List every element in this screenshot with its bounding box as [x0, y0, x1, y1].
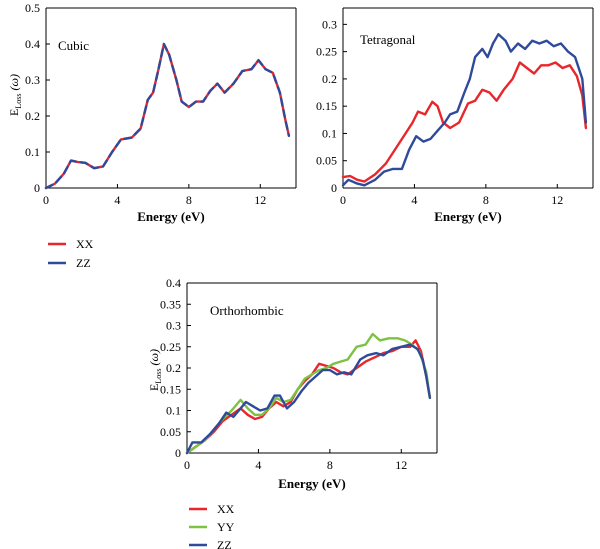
x-tick-label: 0 [184, 458, 190, 472]
x-tick-label: 8 [327, 458, 333, 472]
y-tick-label: 0 [331, 181, 337, 195]
y-axis-label-main: E [147, 384, 161, 391]
x-tick-label: 8 [186, 193, 192, 207]
y-tick-label: 0.3 [166, 319, 181, 333]
x-tick-label: 12 [395, 458, 407, 472]
y-tick-label: 0.2 [166, 361, 181, 375]
y-tick-label: 0.1 [322, 126, 337, 140]
series-line-yy [185, 332, 432, 455]
y-tick-label: 0.35 [160, 297, 181, 311]
panel-annotation: Tetragonal [360, 32, 416, 47]
y-tick-label: 0.5 [25, 1, 40, 15]
y-tick-label: 0.15 [160, 382, 181, 396]
x-tick-label: 4 [114, 193, 120, 207]
series-line-zz [341, 33, 588, 187]
y-tick-label: 0.1 [25, 145, 40, 159]
x-tick-label: 12 [551, 193, 563, 207]
y-tick-label: 0.25 [160, 340, 181, 354]
legend: XX ZZ [48, 237, 94, 270]
y-tick-label: 0.05 [160, 425, 181, 439]
series-line-zz [44, 42, 291, 190]
y-axis-label-tail: (ω) [147, 349, 161, 368]
y-axis-label-tail: (ω) [7, 74, 21, 93]
y-tick-label: 0.4 [25, 37, 40, 51]
y-tick-label: 0.1 [166, 404, 181, 418]
series-line-xx [341, 61, 588, 183]
legend-label-xx: XX [217, 502, 235, 516]
y-tick-label: 0.15 [316, 99, 337, 113]
y-tick-label: 0.2 [25, 109, 40, 123]
y-axis-label: ELoss (ω) [147, 349, 163, 391]
x-axis-label: Energy (eV) [278, 476, 346, 491]
y-axis-label-sub: Loss [14, 94, 23, 109]
series-line-xx [185, 339, 432, 455]
series-line-zz [185, 343, 432, 455]
x-tick-label: 12 [254, 193, 266, 207]
y-tick-label: 0.3 [25, 73, 40, 87]
y-tick-label: 0.2 [322, 72, 337, 86]
y-tick-label: 0.25 [316, 45, 337, 59]
legend-label-zz: ZZ [217, 538, 232, 549]
chart-panel-3: 0 4 8 12 0 0.05 0.1 0.15 0.2 0.25 0.3 0.35 0.4 Energy… [147, 276, 438, 549]
panel-annotation: Orthorhombic [210, 303, 284, 318]
legend: XX YY ZZ [189, 502, 235, 549]
y-tick-label: 0 [34, 181, 40, 195]
x-tick-label: 4 [411, 193, 417, 207]
chart-panel-2: 0 4 8 12 0 0.05 0.1 0.15 0.2 0.25 0.3 Energy (eV) Te… [316, 7, 594, 224]
x-tick-label: 0 [43, 193, 49, 207]
y-axis-label: ELoss (ω) [7, 74, 23, 116]
legend-label-xx: XX [76, 237, 94, 251]
y-tick-label: 0.05 [316, 154, 337, 168]
y-axis-label-main: E [7, 109, 21, 116]
chart-panel-1: 0 4 8 12 0 0.1 0.2 0.3 0.4 0.5 Energy (eV) ELoss (ω… [7, 1, 297, 270]
y-axis-label-sub: Loss [154, 369, 163, 384]
y-tick-label: 0 [175, 446, 181, 460]
legend-label-yy: YY [217, 520, 235, 534]
x-tick-label: 8 [483, 193, 489, 207]
x-tick-label: 0 [340, 193, 346, 207]
series-line-xx [44, 42, 291, 190]
x-axis-label: Energy (eV) [137, 209, 205, 224]
y-tick-label: 0.4 [166, 276, 181, 290]
y-tick-label: 0.3 [322, 17, 337, 31]
x-axis-label: Energy (eV) [434, 209, 502, 224]
x-tick-label: 4 [255, 458, 261, 472]
panel-annotation: Cubic [58, 38, 89, 53]
legend-label-zz: ZZ [76, 256, 91, 270]
